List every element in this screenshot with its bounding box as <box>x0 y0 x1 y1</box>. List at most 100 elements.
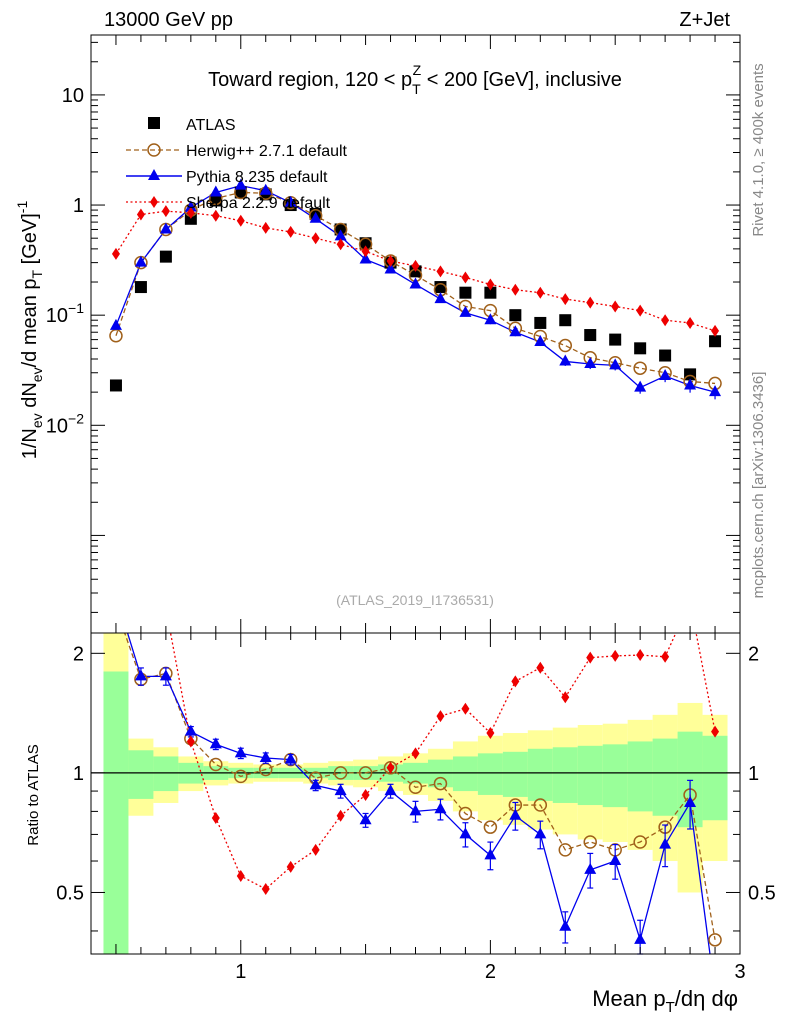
ratio-point-pythia <box>284 752 297 764</box>
ratio-y-tick-label-left: 0.5 <box>56 882 84 904</box>
ratio-band-inner <box>527 748 553 801</box>
legend-marker-sherpa <box>150 196 158 208</box>
main-point-sherpa <box>636 304 645 317</box>
legend-label-herwig: Herwig++ 2.7.1 default <box>186 143 348 160</box>
ratio-band-inner <box>702 735 728 821</box>
main-point-sherpa <box>711 324 720 337</box>
ratio-point-herwig <box>408 780 423 795</box>
ratio-point-pythia <box>259 751 272 763</box>
ratio-point-sherpa <box>411 747 420 760</box>
main-point-atlas <box>484 286 497 299</box>
main-point-sherpa <box>336 238 345 251</box>
main-point-pythia <box>184 200 197 212</box>
legend-marker-herwig <box>147 143 161 157</box>
ratio-y-tick-label-right: 1 <box>748 763 759 785</box>
ratio-point-sherpa <box>586 651 595 664</box>
ratio-point-pythia <box>359 813 372 825</box>
ratio-point-pythia <box>184 724 197 736</box>
ratio-point-pythia <box>384 784 397 796</box>
y-tick-label: 10−2 <box>46 410 84 437</box>
legend-label-sherpa: Sherpa 2.2.9 default <box>186 195 331 212</box>
ratio-point-pythia <box>209 737 222 749</box>
x-tick-label: 2 <box>485 961 496 983</box>
ratio-point-pythia <box>334 784 347 796</box>
ratio-y-tick-label-left: 1 <box>73 763 84 785</box>
main-point-atlas <box>709 335 722 348</box>
ratio-point-herwig <box>333 766 348 780</box>
ratio-point-sherpa <box>261 883 270 896</box>
ratio-band-inner <box>153 756 179 792</box>
main-point-sherpa <box>261 221 270 234</box>
main-point-pythia <box>209 185 222 197</box>
ratio-point-herwig <box>583 835 597 849</box>
ratio-point-sherpa <box>461 702 470 715</box>
header-left: 13000 GeV pp <box>104 9 233 31</box>
main-point-sherpa <box>161 205 170 218</box>
ratio-point-herwig <box>633 835 647 849</box>
mcplots-label: mcplots.cern.ch [arXiv:1306.3436] <box>750 372 767 599</box>
ratio-band-inner <box>452 756 478 792</box>
ratio-point-herwig <box>358 766 373 780</box>
legend-label-atlas: ATLAS <box>186 117 236 134</box>
main-point-sherpa <box>461 271 470 284</box>
ratio-band-inner <box>128 750 154 799</box>
ratio-y-tick-label-right: 0.5 <box>748 882 776 904</box>
ratio-point-herwig <box>209 757 223 772</box>
main-point-sherpa <box>411 259 420 272</box>
main-point-atlas <box>159 250 172 263</box>
ratio-point-pythia <box>634 932 647 944</box>
main-point-sherpa <box>386 255 395 268</box>
legend-marker-atlas <box>148 117 160 129</box>
main-point-sherpa <box>361 245 370 258</box>
main-point-sherpa <box>686 316 695 329</box>
main-point-atlas <box>134 281 147 294</box>
ratio-point-pythia <box>134 669 147 681</box>
main-point-pythia <box>259 183 272 195</box>
ratio-band-inner <box>652 738 678 816</box>
x-axis-label: Mean pT/dη dφ <box>592 986 738 1016</box>
main-point-atlas <box>584 329 597 342</box>
ratio-point-sherpa <box>186 735 195 748</box>
main-point-sherpa <box>236 214 245 227</box>
ratio-point-herwig <box>558 843 573 857</box>
y-axis-label: 1/Nev dNev/d mean pT [GeV]-1 <box>14 201 45 460</box>
main-point-atlas <box>659 349 672 362</box>
main-point-atlas <box>634 342 647 355</box>
ratio-band-inner <box>103 671 129 954</box>
main-plot-panel: 10−2 10−1 1 10 Toward region, 120 < pTZ < 2… <box>46 34 741 647</box>
analysis-id: (ATLAS_2019_I1736531) <box>336 592 494 608</box>
main-point-atlas <box>609 333 622 346</box>
ratio-band-inner <box>627 741 653 812</box>
ratio-band-inner <box>552 747 578 803</box>
main-point-atlas <box>684 368 697 381</box>
main-point-pythia <box>284 195 297 207</box>
main-point-herwig <box>558 338 573 353</box>
x-tick-label: 3 <box>734 961 745 983</box>
main-point-sherpa <box>186 206 195 219</box>
y-tick-label: 10 <box>62 85 84 107</box>
ratio-point-sherpa <box>661 650 670 663</box>
main-point-herwig <box>633 361 647 375</box>
legend-marker-pythia <box>148 169 160 180</box>
ratio-point-herwig <box>433 776 448 791</box>
ratio-point-sherpa <box>311 843 320 856</box>
ratio-y-tick-label-right: 2 <box>748 643 759 665</box>
ratio-point-herwig <box>533 798 548 812</box>
main-line-pythia <box>115 184 716 393</box>
ratio-point-pythia <box>609 854 622 866</box>
ratio-point-sherpa <box>711 725 720 738</box>
ratio-point-sherpa <box>611 649 620 662</box>
ratio-point-sherpa <box>361 788 370 801</box>
main-point-atlas <box>434 281 447 294</box>
ratio-band-inner <box>602 744 628 808</box>
ratio-y-axis-label: Ratio to ATLAS <box>25 744 42 845</box>
ratio-point-herwig <box>458 806 473 821</box>
main-point-sherpa <box>211 209 220 222</box>
main-point-sherpa <box>511 283 520 296</box>
legend-label-pythia: Pythia 8.235 default <box>186 169 328 186</box>
main-point-atlas <box>534 316 547 329</box>
ratio-point-pythia <box>559 919 572 931</box>
ratio-point-sherpa <box>536 661 545 674</box>
ratio-point-pythia <box>309 778 322 790</box>
